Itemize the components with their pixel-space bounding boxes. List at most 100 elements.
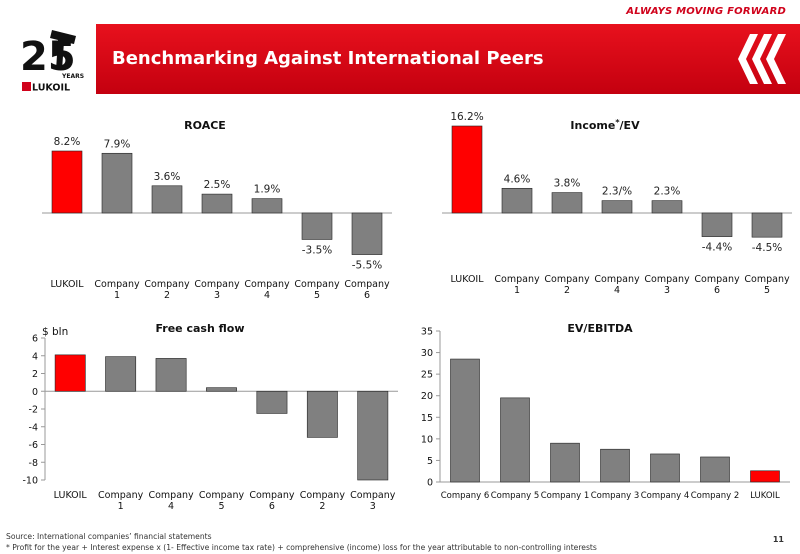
y-tick-label: -10 <box>22 476 38 487</box>
bar <box>301 212 333 240</box>
y-tick-label: -2 <box>29 405 38 416</box>
logo-hammer-icon <box>50 30 76 70</box>
category-label: Company 4 <box>244 279 290 301</box>
bar <box>251 198 283 214</box>
data-label: 4.6% <box>504 173 531 185</box>
page-number: 11 <box>772 535 784 544</box>
bar <box>551 192 583 214</box>
category-label: Company 4 <box>148 490 194 512</box>
data-label: 3.8% <box>554 178 581 190</box>
income-ev-chart: Income*/EV 16.2% LUKOIL 4.6% Company 1 3.8% Com… <box>442 111 792 296</box>
category-label: Company 6 <box>694 274 740 296</box>
bar <box>501 187 533 214</box>
category-label: Company 3 <box>350 490 396 512</box>
category-label: LUKOIL <box>54 490 88 501</box>
category-label: Company 6 <box>344 279 390 301</box>
bar <box>650 453 680 483</box>
data-label: 2.3/% <box>602 186 632 198</box>
bar <box>201 193 233 214</box>
bar <box>51 150 83 214</box>
bar <box>651 200 683 214</box>
category-label: Company 1 <box>98 490 144 512</box>
bar <box>155 358 187 392</box>
unit-label: $ bln <box>42 326 68 338</box>
logo-years-text: YEARS <box>61 73 84 80</box>
category-label: Company 5 <box>744 274 790 296</box>
bar <box>700 456 730 483</box>
data-label: -4.5% <box>752 242 782 254</box>
category-label: Company 1 <box>94 279 140 301</box>
data-label: 3.6% <box>154 171 181 183</box>
chart-title: Free cash flow <box>155 322 244 335</box>
category-label: Company 3 <box>591 491 640 501</box>
data-label: 2.3% <box>654 186 681 198</box>
y-tick-label: 6 <box>32 334 38 345</box>
y-tick-label: 2 <box>32 369 38 380</box>
category-label: Company 6 <box>441 491 490 501</box>
y-tick-label: -4 <box>29 422 38 433</box>
y-tick-label: 15 <box>421 413 433 424</box>
logo-brand-mark <box>22 82 31 91</box>
category-label: LUKOIL <box>50 279 84 290</box>
data-label: 7.9% <box>104 138 131 150</box>
footer-note: * Profit for the year + Interest expense… <box>6 543 597 552</box>
logo-brand-text: LUKOIL <box>32 83 70 94</box>
bar <box>601 200 633 214</box>
y-tick-label: 25 <box>421 370 433 381</box>
forward-chevrons-icon <box>738 34 786 84</box>
tagline: ALWAYS MOVING FORWARD <box>626 6 786 17</box>
y-tick-label: -6 <box>29 440 38 451</box>
y-tick-label: 35 <box>421 327 433 338</box>
data-label: 16.2% <box>450 111 483 123</box>
bar <box>450 358 480 483</box>
category-label: Company 5 <box>294 279 340 301</box>
bar <box>600 448 630 483</box>
free-cash-flow-chart: Free cash flow 6 4 2 0 -2 -4 -6 -8 -10 $ bln LUKOIL… <box>22 322 398 512</box>
bar <box>451 125 483 214</box>
data-label: 2.5% <box>204 179 231 191</box>
category-label: Company 4 <box>641 491 690 501</box>
category-label: LUKOIL <box>750 491 780 501</box>
y-tick-label: 0 <box>32 387 38 398</box>
bar <box>256 390 288 414</box>
bar <box>151 185 183 214</box>
bar <box>206 387 237 392</box>
category-label: Company 4 <box>594 274 640 296</box>
roace-chart: ROACE 8.2% LUKOIL 7.9% Company 1 3.6% Company 2 2… <box>42 119 392 301</box>
bar <box>351 212 383 255</box>
data-label: -3.5% <box>302 244 332 256</box>
chart-title: EV/EBITDA <box>567 322 633 335</box>
footer-source: Source: International companies’ financi… <box>6 532 212 541</box>
category-label: Company 1 <box>541 491 590 501</box>
y-tick-label: 5 <box>427 456 433 467</box>
data-label: -5.5% <box>352 260 382 272</box>
category-label: Company 5 <box>491 491 540 501</box>
category-label: Company 2 <box>691 491 740 501</box>
y-tick-label: -8 <box>29 458 38 469</box>
bar <box>550 442 580 483</box>
bar <box>500 397 530 483</box>
chart-title: Income*/EV <box>570 118 640 132</box>
category-label: Company 2 <box>300 490 346 512</box>
y-tick-label: 10 <box>421 434 433 445</box>
bar <box>105 356 137 392</box>
category-label: Company 3 <box>194 279 240 301</box>
chart-title: ROACE <box>184 119 226 132</box>
bar <box>54 354 86 392</box>
category-label: Company 2 <box>144 279 190 301</box>
data-label: -4.4% <box>702 242 732 254</box>
y-tick-label: 30 <box>421 348 433 359</box>
y-tick-label: 0 <box>427 478 433 489</box>
y-tick-label: 20 <box>421 391 433 402</box>
bar <box>357 390 389 481</box>
bar <box>750 470 780 483</box>
category-label: Company 1 <box>494 274 540 296</box>
page-title: Benchmarking Against International Peers <box>112 48 544 69</box>
bar <box>101 152 133 214</box>
bar <box>701 212 733 237</box>
category-label: Company 6 <box>249 490 295 512</box>
data-label: 8.2% <box>54 136 81 148</box>
category-label: Company 3 <box>644 274 690 296</box>
title-banner: Benchmarking Against International Peers <box>96 24 800 94</box>
